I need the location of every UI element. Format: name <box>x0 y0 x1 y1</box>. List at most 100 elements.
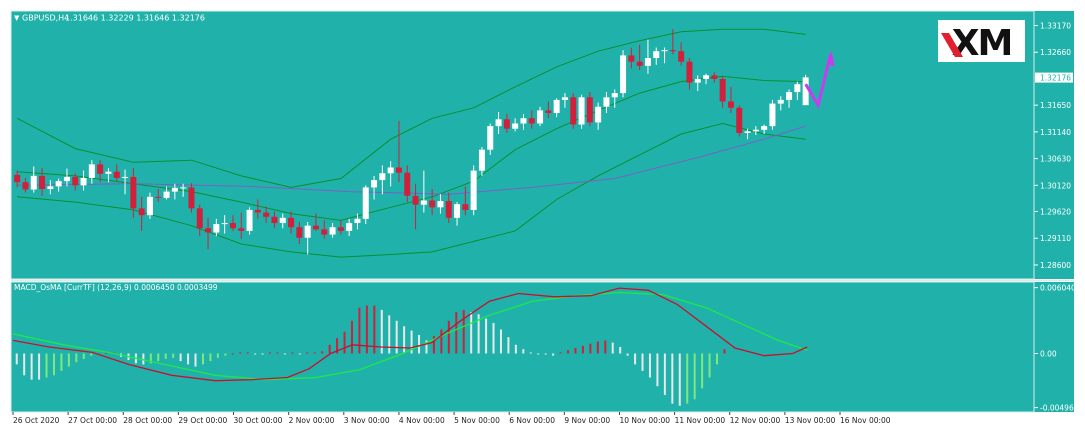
histogram-bar <box>30 353 33 380</box>
candle-body <box>786 92 793 100</box>
xm-logo: XM <box>938 20 1025 64</box>
time-tick-label: 13 Nov 00:00 <box>785 416 836 425</box>
candle-body <box>30 175 37 190</box>
price-tick-label: 1.31140 <box>1040 128 1071 137</box>
histogram-bar <box>648 353 651 378</box>
histogram-bar <box>179 353 182 362</box>
histogram-bar <box>82 353 85 359</box>
candle-body <box>395 167 402 173</box>
histogram-bar <box>522 349 525 354</box>
indicator-label: MACD_OsMA [CurrTF] (12,26,9) 0.0006450 0… <box>14 283 218 292</box>
time-tick-label: 6 Nov 00:00 <box>509 416 555 425</box>
candle-body <box>761 126 768 130</box>
candle-body <box>611 93 618 98</box>
candle-body <box>312 225 319 230</box>
candle-body <box>736 107 743 133</box>
candle-body <box>777 99 784 104</box>
candle-body <box>221 223 228 225</box>
current-price-label: 1.32176 <box>1040 74 1071 83</box>
time-tick-label: 3 Nov 00:00 <box>344 416 390 425</box>
candle-body <box>163 191 170 198</box>
candle-body <box>487 126 494 150</box>
histogram-bar <box>678 353 681 406</box>
macd-line <box>12 287 808 382</box>
candle-body <box>229 223 236 229</box>
histogram-bar <box>239 352 242 354</box>
time-tick-label: 11 Nov 00:00 <box>675 416 726 425</box>
candle-body <box>321 229 328 235</box>
current-price-box <box>1035 72 1073 83</box>
time-tick-label: 10 Nov 00:00 <box>619 416 670 425</box>
histogram-bar <box>723 349 726 354</box>
histogram-bar <box>440 329 443 354</box>
indicator-tick-label: 0.00 <box>1040 349 1057 358</box>
histogram-bar <box>544 353 547 355</box>
time-tick-label: 12 Nov 00:00 <box>730 416 781 425</box>
histogram-bar <box>105 352 108 354</box>
time-tick-label: 28 Oct 00:00 <box>123 416 172 425</box>
histogram-bar <box>485 318 488 354</box>
histogram-bar <box>410 330 413 354</box>
candle-body <box>445 201 452 218</box>
candle-body <box>628 55 635 62</box>
candle-body <box>113 171 120 178</box>
candle-body <box>238 228 245 231</box>
time-tick-label: 4 Nov 00:00 <box>399 416 445 425</box>
header-dropdown-icon[interactable]: ▼ <box>14 14 20 22</box>
price-tick-label: 1.33170 <box>1040 22 1071 31</box>
candle-body <box>254 209 261 213</box>
macd-lines <box>12 287 808 382</box>
candle-body <box>586 97 593 123</box>
histogram-bar <box>60 353 63 371</box>
price-tick-label: 1.29110 <box>1040 234 1071 243</box>
candle-body <box>537 110 544 124</box>
candle-body <box>329 227 336 235</box>
histogram-bar <box>395 320 398 354</box>
candle-body <box>686 61 693 83</box>
price-tick-label: 1.30630 <box>1040 155 1071 164</box>
histogram-bar <box>507 337 510 354</box>
candle-body <box>412 195 419 205</box>
candle-body <box>122 176 129 178</box>
logo-red-slash <box>941 33 963 57</box>
logo-text: XM <box>952 23 1012 64</box>
histogram-bar <box>23 353 26 376</box>
price-panel <box>10 10 1035 280</box>
histogram-bar <box>529 352 532 354</box>
candle-body <box>55 181 62 187</box>
histogram-bar <box>708 353 711 378</box>
histogram-bar <box>671 353 674 404</box>
histogram-bar <box>38 353 41 380</box>
candle-body <box>337 227 344 231</box>
histogram-bar <box>201 353 204 365</box>
candle-body <box>130 176 137 209</box>
histogram-bar <box>358 307 361 354</box>
histogram-bar <box>596 341 599 354</box>
candle-body <box>561 97 568 100</box>
histogram-bar <box>194 353 197 367</box>
bollinger-lower-line <box>17 122 806 258</box>
histogram-bar <box>425 340 428 354</box>
price-axis-ticks: 1.33170 1.32660 1.31650 1.31140 1.30630 1.301… <box>1034 22 1073 270</box>
candle-body <box>703 75 710 79</box>
candle-body <box>88 164 95 178</box>
time-tick-label: 26 Oct 2020 <box>13 416 60 425</box>
histogram-bar <box>261 353 264 355</box>
price-tick-label: 1.28600 <box>1040 261 1071 270</box>
candle-body <box>171 187 178 192</box>
histogram-bar <box>187 353 190 365</box>
histogram-bar <box>470 312 473 354</box>
histogram-bar <box>418 334 421 354</box>
histogram-bar <box>75 353 78 363</box>
candle-body <box>636 61 643 66</box>
candle-body <box>711 75 718 79</box>
candle-body <box>769 103 776 127</box>
histogram-bar <box>343 331 346 354</box>
histogram-bar <box>283 353 286 355</box>
histogram-bar <box>269 352 272 354</box>
histogram-bar <box>149 353 152 364</box>
candle-body <box>22 182 29 190</box>
price-tick-label: 1.29620 <box>1040 208 1071 217</box>
histogram-bar <box>432 336 435 354</box>
